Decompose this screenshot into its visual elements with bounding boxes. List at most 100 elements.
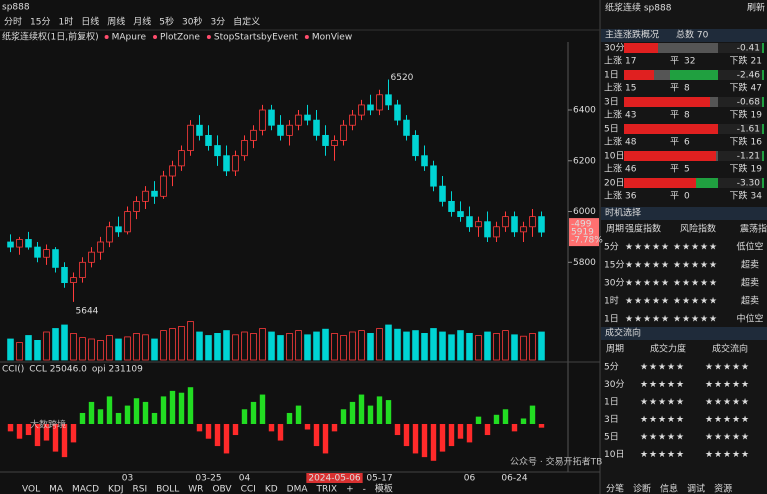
chart-header-item: MApure	[112, 33, 147, 43]
candle-body	[421, 155, 428, 167]
star: ★	[691, 297, 699, 307]
toolbar-tab[interactable]: 15分	[30, 17, 50, 28]
toolbar-tab[interactable]: 日线	[81, 16, 99, 28]
bottom-tab[interactable]: DMA	[287, 485, 309, 494]
candle-body	[268, 109, 275, 126]
star-rating: ★ ★ ★ ★ ★	[640, 433, 684, 443]
change-value: -1.21	[737, 152, 760, 162]
high-annotation: 6520	[391, 73, 414, 83]
star: ★	[723, 398, 731, 408]
star-rating: ★ ★ ★ ★ ★	[705, 450, 749, 460]
toolbar-tab[interactable]: 5秒	[159, 16, 174, 28]
star: ★	[723, 450, 731, 460]
bottom-tab[interactable]: MA	[49, 485, 64, 494]
star-rating: ★ ★ ★ ★ ★	[640, 363, 684, 373]
star: ★	[676, 450, 684, 460]
candle-body	[529, 216, 536, 228]
candle-body	[259, 109, 266, 131]
bottom-tab[interactable]: CCI	[241, 485, 256, 494]
toolbar-tab[interactable]: 3分	[210, 17, 225, 28]
row-period: 1时	[604, 295, 619, 307]
change-box	[718, 70, 762, 80]
row-period: 1日	[604, 70, 619, 81]
star: ★	[691, 261, 699, 271]
bottom-tab[interactable]: MACD	[72, 485, 99, 494]
toolbar-tab[interactable]: 30秒	[182, 16, 202, 28]
panel-tab[interactable]: 信息	[660, 483, 678, 494]
indicator-bar	[25, 424, 32, 436]
indicator-bar	[160, 396, 167, 424]
star: ★	[661, 243, 669, 253]
bottom-tab[interactable]: -	[363, 485, 366, 494]
bottom-tab[interactable]: VOL	[22, 485, 40, 494]
up-label: 上涨	[604, 83, 622, 94]
row-period: 30分	[604, 379, 624, 390]
candle-body	[448, 200, 455, 212]
flat-count: 0	[684, 192, 690, 202]
indicator-label: CCI()	[2, 365, 24, 375]
down-count: 21	[751, 57, 762, 67]
candle-body	[322, 134, 329, 146]
legend-dot	[304, 35, 309, 39]
candle-body	[430, 165, 437, 187]
bottom-tab[interactable]: TRIX	[316, 485, 338, 494]
indicator-bar	[124, 405, 131, 424]
star: ★	[741, 363, 749, 373]
candle-body	[403, 119, 410, 136]
panel-tab[interactable]: 分笔	[606, 483, 624, 494]
indicator-bar	[88, 401, 95, 424]
star: ★	[741, 380, 749, 390]
chart-header-item: MonView	[312, 33, 352, 43]
indicator-bar	[52, 424, 59, 452]
star: ★	[732, 450, 740, 460]
panel-tab[interactable]: 资源	[714, 484, 732, 494]
flat-share	[654, 70, 670, 80]
volume-bar	[259, 328, 266, 361]
up-count: 48	[625, 138, 637, 148]
bottom-tab[interactable]: WR	[188, 485, 203, 494]
bottom-tab[interactable]: OBV	[212, 485, 232, 494]
indicator-bar	[376, 396, 383, 424]
toolbar-tab[interactable]: 分时	[4, 16, 22, 28]
star: ★	[640, 450, 648, 460]
toolbar-tab[interactable]: 周线	[107, 16, 125, 28]
bottom-tab[interactable]: KD	[265, 485, 278, 494]
bottom-tab[interactable]: RSI	[133, 485, 148, 494]
indicator-bar	[520, 418, 527, 424]
flat-count: 6	[684, 138, 690, 148]
star: ★	[652, 315, 660, 325]
up-label: 上涨	[604, 191, 622, 202]
indicator-bar	[295, 405, 302, 424]
volume-bar	[196, 331, 203, 361]
volume-bar	[493, 332, 500, 361]
indicator-bar	[268, 424, 275, 432]
star: ★	[634, 297, 642, 307]
refresh-button[interactable]: 刷新	[747, 2, 765, 14]
panel-tab[interactable]: 诊断	[633, 483, 651, 494]
toolbar-tab[interactable]: 1时	[58, 16, 73, 28]
table-header: 成交力度	[650, 343, 686, 355]
last-change-pct: -7.78%	[571, 236, 603, 246]
volume-bar	[79, 337, 86, 361]
bottom-tab[interactable]: KDJ	[108, 485, 124, 494]
star: ★	[640, 363, 648, 373]
toolbar-tab[interactable]: 月线	[133, 16, 151, 28]
toolbar-tab[interactable]: 自定义	[233, 16, 260, 28]
star: ★	[723, 415, 731, 425]
up-share	[624, 151, 716, 161]
star-rating: ★ ★ ★ ★ ★	[705, 398, 749, 408]
star: ★	[714, 363, 722, 373]
candle-body	[88, 251, 95, 263]
volume-bar	[295, 330, 302, 361]
panel-tab[interactable]: 调试	[687, 483, 705, 494]
candle-body	[277, 124, 284, 136]
star: ★	[709, 279, 717, 289]
up-share	[624, 178, 696, 188]
candle-body	[367, 104, 374, 111]
candle-body	[106, 226, 113, 243]
bottom-tab[interactable]: +	[346, 485, 354, 494]
bottom-tab[interactable]: 模板	[375, 483, 393, 494]
bottom-tab[interactable]: BOLL	[156, 485, 179, 494]
star: ★	[625, 243, 633, 253]
star: ★	[640, 398, 648, 408]
